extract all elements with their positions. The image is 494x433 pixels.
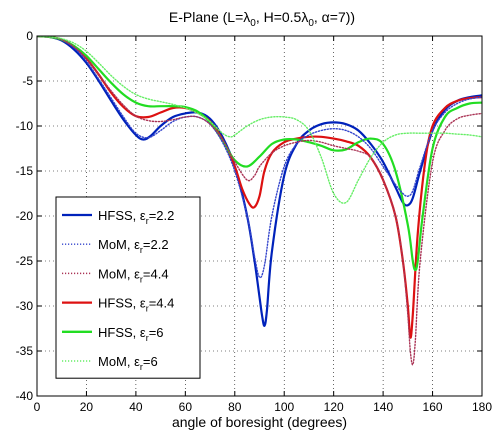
y-tick-label: -35 [16,344,34,358]
plot-series [37,36,482,366]
legend-box [55,196,201,379]
series-line-5 [37,36,482,204]
y-tick-label: -25 [16,254,34,268]
chart-title: E-Plane (L=λ0, H=0.5λ0, α=7)) [169,9,355,29]
x-tick-label: 0 [34,400,41,414]
x-tick-label: 60 [179,400,193,414]
legend: HFSS, εr=2.2 MoM, εr=2.2 MoM, εr=4.4 HFSS, … [55,196,201,379]
legend-entry-4: HFSS, εr=6 [98,325,164,343]
x-tick-label: 180 [472,400,492,414]
x-tick-label: 80 [228,400,242,414]
x-tick-label: 40 [129,400,143,414]
title-subscript-1: 0 [308,18,314,29]
x-tick-label: 20 [80,400,94,414]
legend-entry-0: HFSS, εr=2.2 [98,208,174,226]
series-line-0 [37,36,482,327]
x-tick-label: 120 [324,400,344,414]
legend-entry-3: HFSS, εr=4.4 [98,296,174,314]
x-axis-label: angle of boresight (degrees) [172,414,347,430]
series-line-2 [37,36,482,366]
series-line-4 [37,36,482,272]
x-tick-label: 100 [274,400,294,414]
y-tick-label: -30 [16,299,34,313]
x-tick-label: 140 [373,400,393,414]
y-tick-label: -5 [22,74,33,88]
legend-entry-1: MoM, εr=2.2 [98,237,169,255]
legend-entry-5: MoM, εr=6 [98,354,158,372]
legend-entry-2: MoM, εr=4.4 [98,266,169,284]
series-line-3 [37,36,482,339]
y-tick-label: -15 [16,164,34,178]
x-tick-label: 160 [423,400,443,414]
y-tick-label: -40 [16,389,34,403]
y-tick-label: -10 [16,119,34,133]
axis-ticks: 0 20 40 60 80 100 120 140 160 180 0 -5 -10 -15 -20 -25 -… [16,29,493,414]
title-subscript-0: 0 [250,18,256,29]
y-tick-label: 0 [26,29,33,43]
y-tick-label: -20 [16,209,34,223]
series-line-1 [37,36,482,279]
